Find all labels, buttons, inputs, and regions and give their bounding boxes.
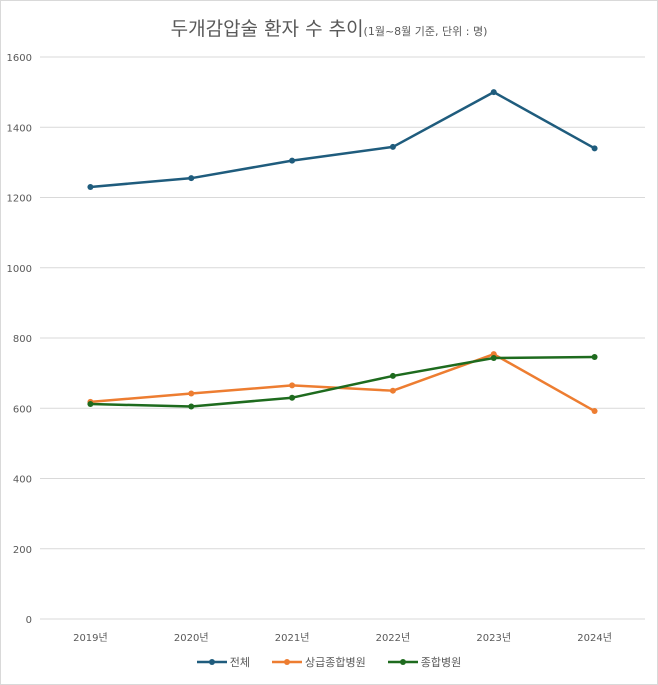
x-tick-label: 2020년 — [174, 632, 209, 644]
legend-marker-icon — [196, 659, 227, 665]
x-tick-label: 2024년 — [577, 632, 612, 644]
data-point — [389, 387, 396, 394]
legend-marker-icon — [272, 659, 303, 665]
data-point — [490, 355, 497, 362]
data-point — [188, 390, 195, 397]
data-point — [188, 175, 195, 182]
y-tick-label: 1600 — [7, 53, 32, 64]
data-point — [591, 353, 598, 360]
y-tick-label: 1400 — [7, 123, 32, 134]
y-tick-label: 1200 — [7, 194, 32, 205]
data-point — [389, 143, 396, 150]
y-tick-label: 200 — [13, 545, 32, 556]
x-tick-label: 2021년 — [275, 632, 310, 644]
y-tick-label: 600 — [13, 404, 32, 415]
legend: 전체 상급종합병원 종합병원 — [0, 654, 658, 670]
x-tick-label: 2022년 — [376, 632, 411, 644]
data-point — [289, 394, 296, 401]
data-point — [289, 157, 296, 164]
data-point — [591, 145, 598, 152]
series-line — [90, 352, 596, 413]
legend-label: 상급종합병원 — [305, 656, 366, 669]
legend-item: 전체 — [196, 654, 251, 670]
y-tick-label: 0 — [26, 615, 32, 626]
data-point — [289, 382, 296, 389]
y-tick-label: 1000 — [7, 264, 32, 275]
data-point — [490, 89, 497, 96]
legend-label: 전체 — [229, 656, 251, 669]
data-point — [389, 372, 396, 379]
x-tick-label: 2019년 — [73, 632, 108, 644]
series-line — [90, 355, 595, 408]
data-point — [591, 408, 598, 415]
legend-marker-icon — [387, 659, 418, 665]
y-tick-label: 400 — [13, 475, 32, 486]
legend-item: 종합병원 — [387, 654, 462, 670]
chart-title-main: 두개감압술 환자 수 추이 — [170, 18, 364, 40]
data-point — [87, 183, 94, 190]
series-line — [90, 90, 596, 189]
chart-title: 두개감압술 환자 수 추이(1월~8월 기준, 단위 : 명) — [0, 14, 658, 41]
y-tick-label: 800 — [13, 334, 32, 345]
legend-item: 상급종합병원 — [272, 654, 366, 670]
chart-subtitle: (1월~8월 기준, 단위 : 명) — [363, 25, 488, 38]
data-point — [87, 401, 94, 408]
legend-label: 종합병원 — [420, 656, 462, 669]
data-point — [188, 403, 195, 410]
x-tick-label: 2023년 — [476, 632, 511, 644]
